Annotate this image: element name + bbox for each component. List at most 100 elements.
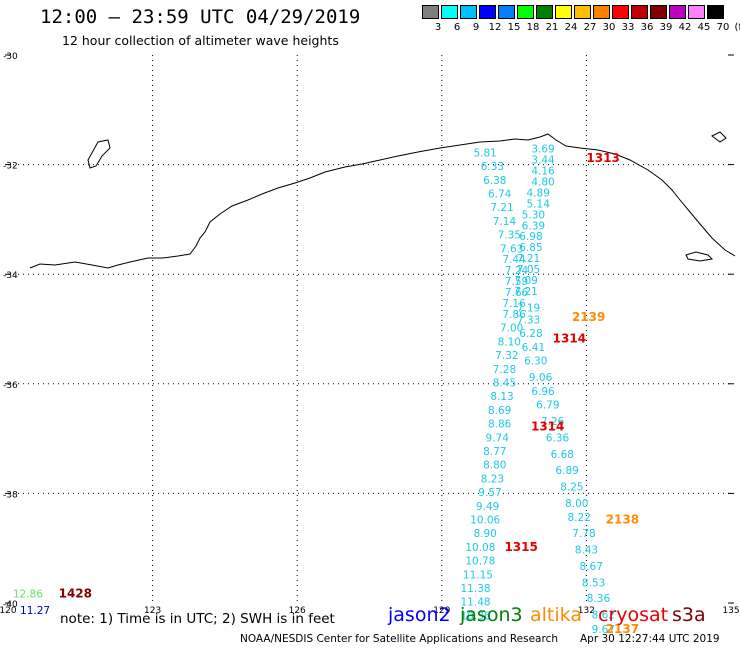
lat-tick-label: -32	[3, 162, 18, 172]
wave-height-value: 8.10	[498, 336, 521, 348]
wave-height-value: 4.89	[527, 187, 550, 199]
wave-height-value: 8.86	[488, 419, 512, 431]
wave-height-value: 5.81	[473, 147, 496, 159]
wave-height-value: 7.16	[502, 298, 526, 310]
wave-height-value: 8.53	[582, 578, 605, 590]
legend-swatch	[555, 5, 572, 19]
legend-swatch	[688, 5, 705, 19]
wave-height-value: 4.80	[531, 176, 554, 188]
wave-height-value: 7.21	[490, 202, 513, 214]
legend-swatch	[593, 5, 610, 19]
wave-height-value: 11.48	[461, 597, 491, 609]
wave-height-value: 8.00	[565, 498, 588, 510]
wave-height-value: 6.79	[536, 399, 559, 411]
legend-swatch	[479, 5, 496, 19]
lon-tick-label: 123	[144, 606, 161, 616]
legend-tick-label: 70	[716, 22, 730, 33]
legend-tick-label: 3	[434, 22, 442, 33]
satellite-legend-item: jason2	[388, 604, 451, 626]
wave-height-value: 7.33	[517, 315, 540, 327]
wave-height-value: 11.27	[20, 605, 50, 617]
legend-tick-label: 42	[678, 22, 692, 33]
legend-swatch	[650, 5, 667, 19]
lat-tick-label: -38	[3, 490, 18, 500]
wave-height-value: 5.30	[522, 209, 545, 221]
lat-tick-label: -34	[3, 271, 18, 281]
wave-height-value: 8.45	[493, 378, 516, 390]
legend-tick-label: 24	[564, 22, 578, 33]
wave-height-value: 6.89	[555, 465, 578, 477]
pass-time-label: 2137	[606, 622, 639, 636]
wave-height-value: 7.78	[572, 528, 595, 540]
wave-height-value: 7.24	[505, 265, 529, 277]
legend-tick-label: 12	[488, 22, 502, 33]
wave-height-value: 7.86	[502, 309, 526, 321]
credit-text: NOAA/NESDIS Center for Satellite Applica…	[240, 633, 558, 645]
islands-near-tasmania	[711, 131, 727, 143]
wave-height-value: 6.85	[519, 242, 542, 254]
wave-height-value: 9.57	[478, 487, 501, 499]
legend-swatch	[441, 5, 458, 19]
wave-height-value: 8.62	[592, 609, 615, 621]
wave-height-value: 9.67	[592, 624, 615, 636]
wave-height-points: 3.693.444.164.804.895.145.306.396.986.85…	[13, 144, 639, 637]
wave-height-value: 7.28	[493, 364, 516, 376]
wave-height-value: 8.36	[587, 593, 611, 605]
map-subtitle: 12 hour collection of altimeter wave hei…	[62, 33, 339, 48]
wave-height-value: 8.67	[580, 561, 603, 573]
wave-height-value: 8.23	[481, 473, 504, 485]
wave-height-value: 7.05	[517, 264, 540, 276]
wave-height-value: 4.16	[531, 165, 555, 177]
legend-tick-label: (ft)	[734, 22, 740, 33]
legend-swatch	[460, 5, 477, 19]
wave-height-value: 11.38	[461, 583, 491, 595]
wave-height-value: 12.86	[13, 589, 43, 601]
kangaroo-island	[685, 251, 714, 262]
wave-height-value: 7.32	[495, 350, 518, 362]
wave-height-value: 8.69	[488, 405, 511, 417]
generated-timestamp: Apr 30 12:27:44 UTC 2019	[580, 633, 720, 645]
legend-tick-label: 21	[545, 22, 559, 33]
legend-tick-label: 27	[583, 22, 597, 33]
wave-height-value: 5.14	[527, 198, 551, 210]
wave-height-value: 10.06	[470, 515, 500, 527]
australia-coastline	[29, 133, 736, 269]
pass-time-label: 1428	[59, 587, 92, 601]
wave-height-value: 6.38	[483, 175, 506, 187]
wave-height-value: 8.77	[483, 446, 506, 458]
pass-time-label: 2138	[606, 513, 639, 527]
legend-tick-label: 36	[640, 22, 654, 33]
legend-tick-label: 30	[602, 22, 616, 33]
wave-height-value: 7.19	[517, 302, 540, 314]
lon-tick-label: 120	[0, 606, 17, 616]
wave-height-value: 10.36	[461, 610, 491, 622]
legend-swatch	[574, 5, 591, 19]
graticule	[8, 55, 731, 603]
wave-height-value: 7.63	[500, 243, 523, 255]
wave-height-value: 7.14	[493, 216, 517, 228]
lon-tick-label: 126	[289, 606, 306, 616]
wave-height-value: 11.15	[463, 569, 493, 581]
legend-swatch	[612, 5, 629, 19]
legend-swatch	[707, 5, 724, 19]
legend-tick-label: 6	[453, 22, 461, 33]
wave-height-value: 6.28	[519, 328, 542, 340]
pass-time-label: 1314	[531, 419, 564, 433]
lat-tick-label: -30	[3, 52, 18, 62]
satellite-legend-item: jason3	[460, 604, 523, 626]
wave-height-value: 10.78	[465, 556, 495, 568]
wave-height-value: 8.22	[567, 512, 590, 524]
wave-height-value: 7.00	[500, 323, 523, 335]
satellite-legend-item: altika	[530, 604, 582, 626]
recherche-islands	[87, 139, 111, 169]
pass-time-label: 1315	[504, 540, 537, 554]
legend-tick-label: 33	[621, 22, 635, 33]
wave-height-value: 3.44	[531, 155, 555, 167]
legend-tick-label: 39	[659, 22, 673, 33]
map-title: 12:00 — 23:59 UTC 04/29/2019	[40, 6, 361, 28]
wave-height-value: 7.21	[514, 286, 537, 298]
wave-height-value: 6.39	[522, 220, 545, 232]
legend-tick-label: 18	[526, 22, 540, 33]
lon-tick-label: 132	[578, 606, 595, 616]
